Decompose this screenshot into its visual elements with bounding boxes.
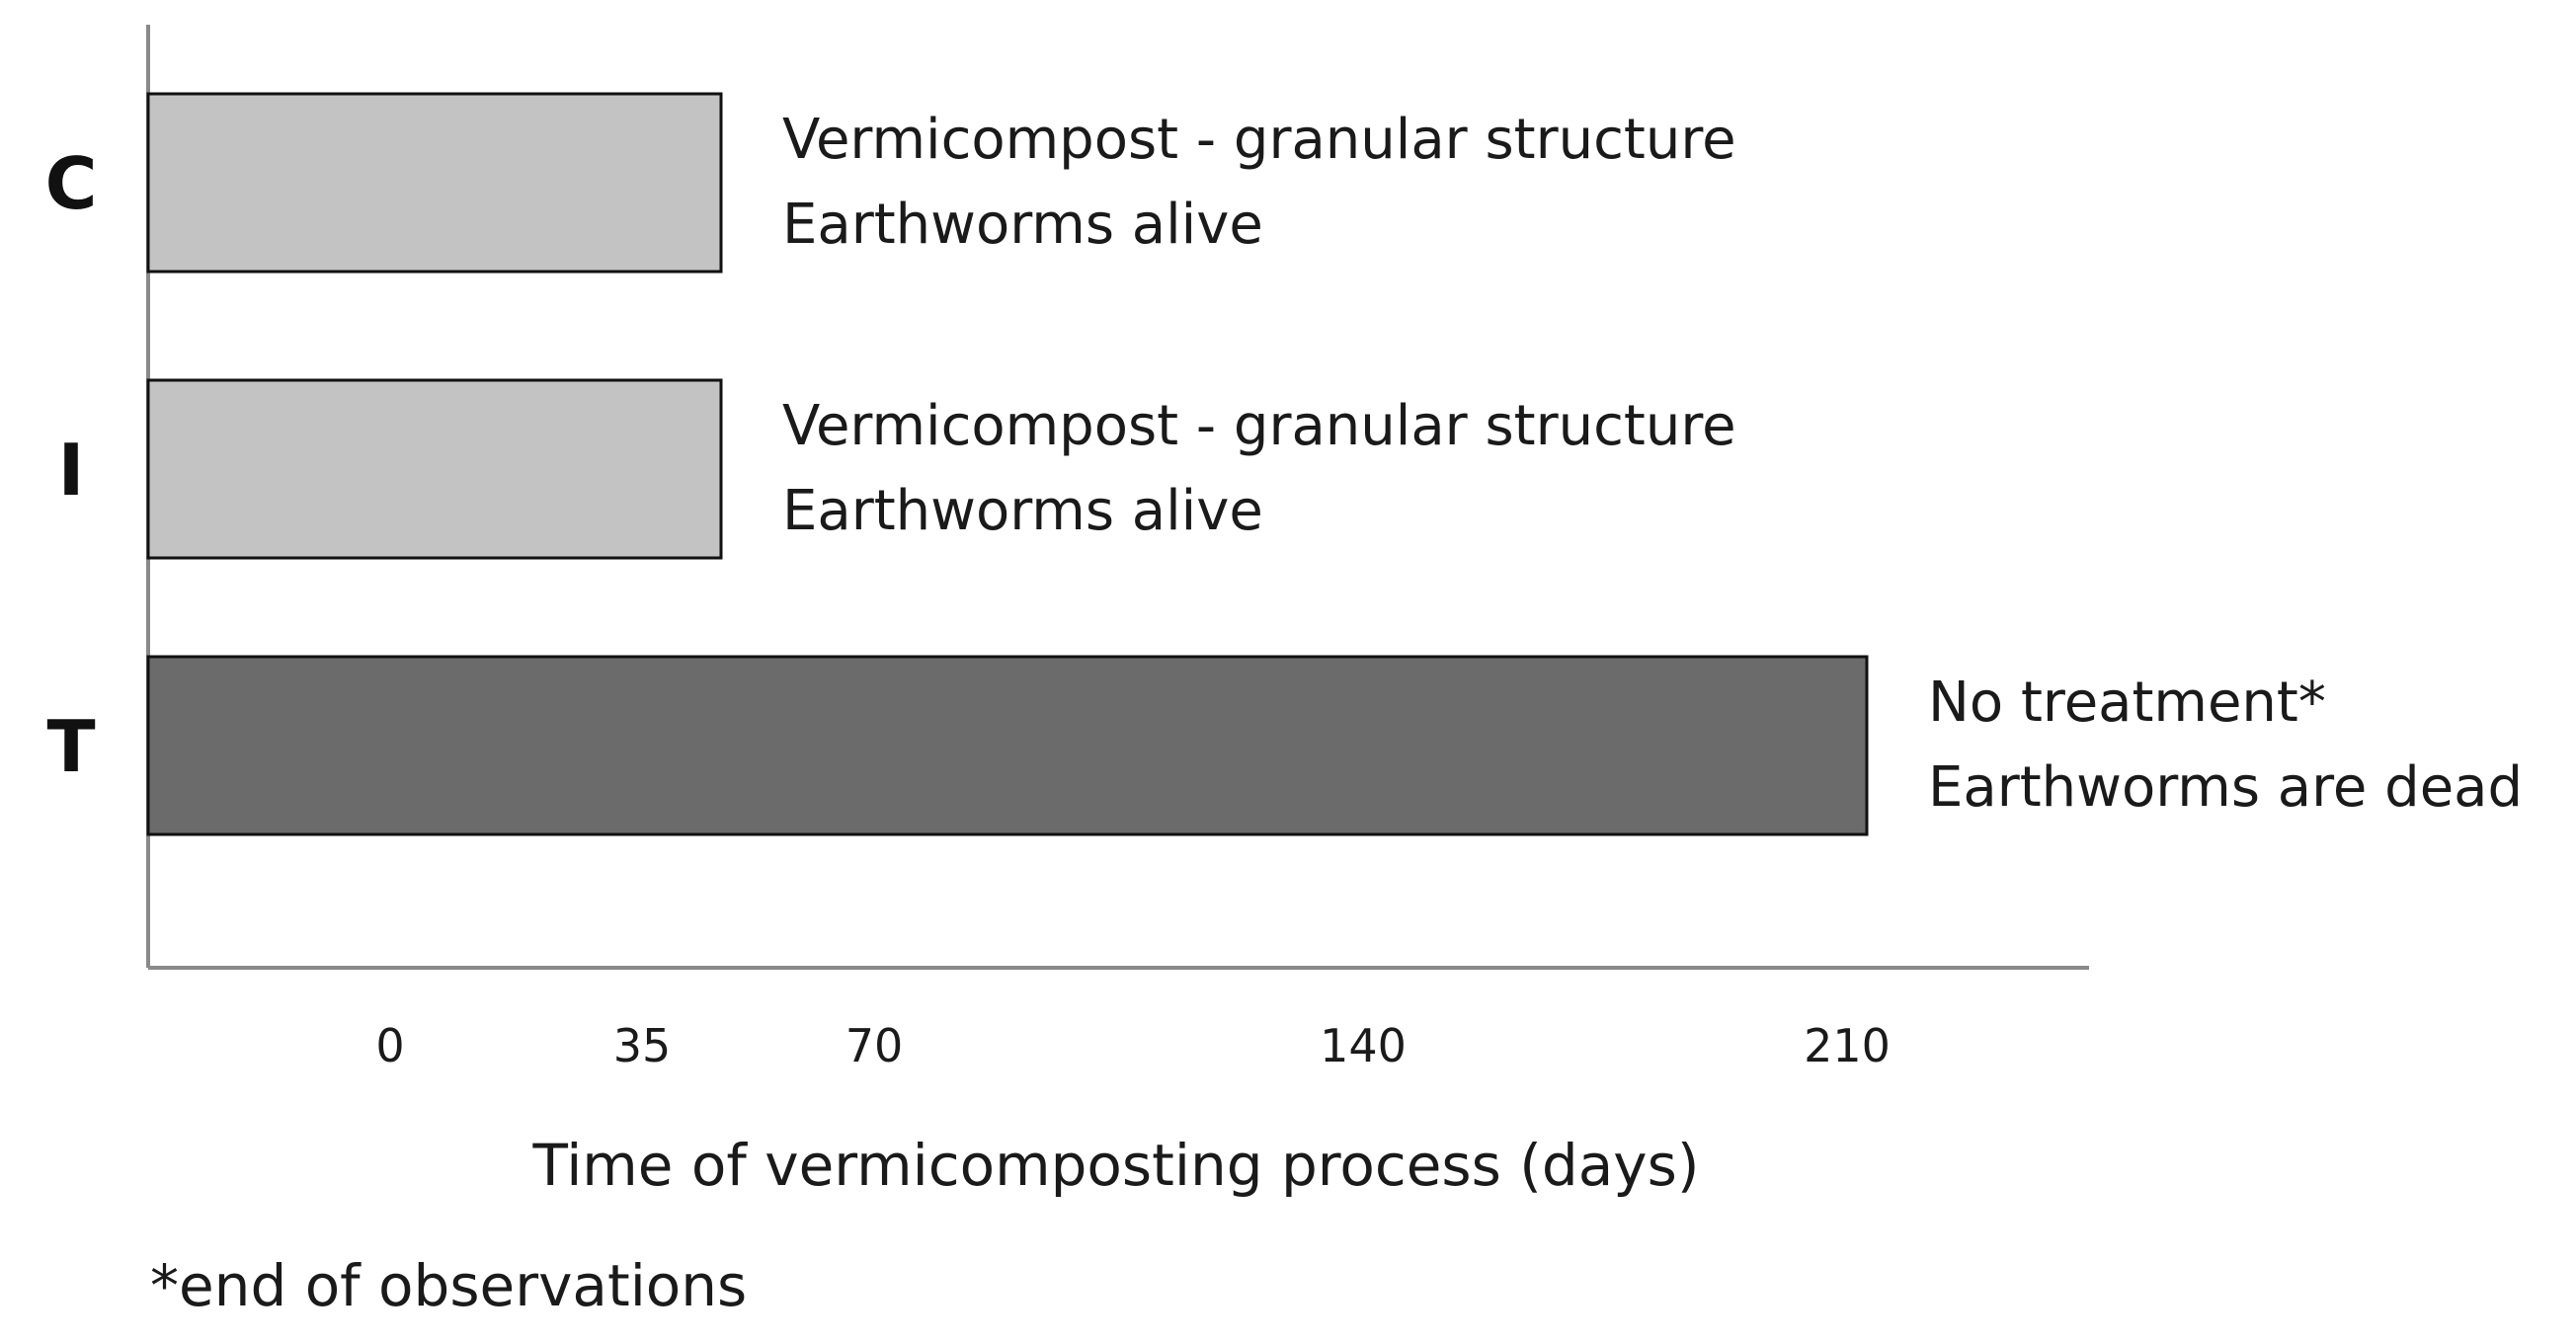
bar-C <box>146 92 723 274</box>
x-tick-label: 210 <box>1804 1019 1891 1072</box>
category-label-T: T <box>46 705 95 788</box>
x-axis-label: Time of vermicomposting process (days) <box>532 1132 1700 1199</box>
x-tick-label: 140 <box>1320 1019 1407 1072</box>
bar-annotation-T-2: Earthworms are dead <box>1928 755 2523 820</box>
x-tick-label: 35 <box>613 1019 672 1072</box>
bar-T <box>146 655 1869 836</box>
bar-annotation-C-2: Earthworms alive <box>782 193 1263 257</box>
bar-I <box>146 378 723 560</box>
category-label-C: C <box>45 142 98 225</box>
x-tick-label: 0 <box>375 1019 404 1072</box>
bar-annotation-I-2: Earthworms alive <box>782 479 1263 543</box>
bar-annotation-T-1: No treatment* <box>1928 671 2326 735</box>
bar-annotation-I-1: Vermicompost - granular structure <box>782 394 1736 458</box>
bar-annotation-C-1: Vermicompost - granular structure <box>782 108 1736 172</box>
category-label-I: I <box>58 429 85 512</box>
footnote: *end of observations <box>150 1252 747 1319</box>
x-tick-label: 70 <box>845 1019 904 1072</box>
